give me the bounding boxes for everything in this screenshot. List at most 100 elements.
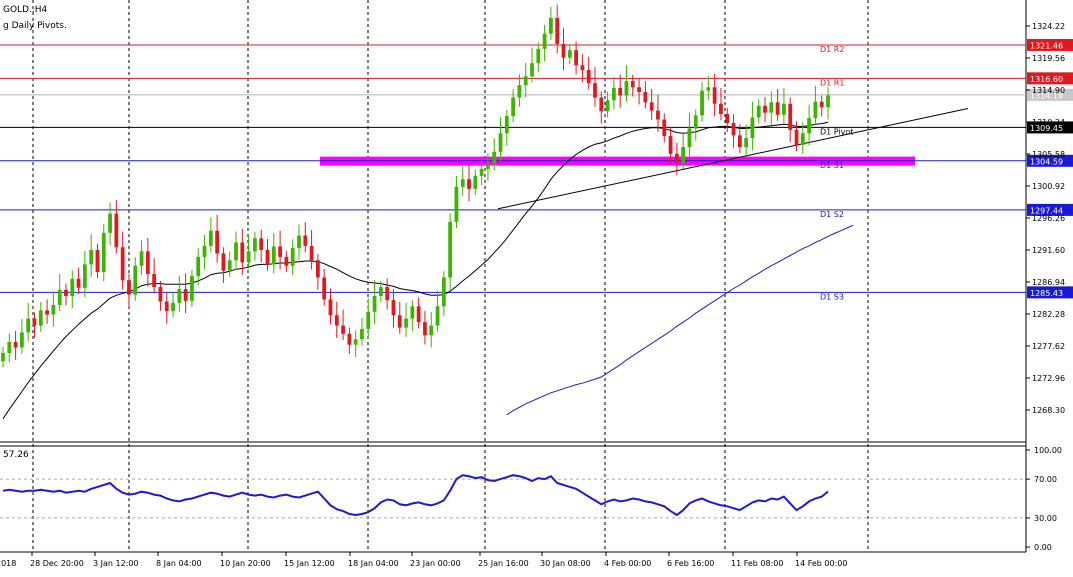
ma-long-line — [506, 224, 854, 416]
price-tick-label: 1282.28 — [1032, 310, 1065, 319]
trendline[interactable] — [497, 108, 969, 210]
candles — [1, 4, 830, 368]
pivot-levels: D1 R2 1321.46 D1 R1 1316.60 D1 Pivot 1309.45 D… — [0, 38, 1073, 301]
candle-body — [133, 265, 138, 295]
candle-body — [416, 306, 421, 323]
candle-body — [693, 115, 698, 129]
candle-body — [114, 213, 119, 248]
rsi-tick-label: 0.00 — [1034, 543, 1052, 552]
candle-body — [567, 50, 572, 58]
price-tick-label: 1296.26 — [1032, 214, 1065, 223]
candle-body — [196, 256, 201, 277]
pivot-price-tag — [1027, 154, 1073, 167]
time-tick-label: 10 Jan 20:00 — [220, 559, 271, 568]
rsi-tick-label: 30.00 — [1034, 514, 1057, 523]
candle-body — [460, 179, 465, 187]
candle-body — [561, 43, 566, 58]
candle-body — [782, 103, 786, 115]
candle-body — [486, 164, 490, 169]
candle-body — [511, 97, 516, 117]
rsi-tick-label: 70.00 — [1034, 475, 1057, 484]
candle-body — [76, 278, 81, 288]
price-axis: 1324.22 1319.56 1314.90 1310.24 1305.58 1300.… — [1026, 22, 1065, 552]
candle-body — [391, 300, 396, 316]
trendline-line[interactable] — [497, 108, 969, 210]
candle-body — [523, 76, 528, 86]
time-tick-label: 4 Feb 00:00 — [604, 559, 651, 568]
candle-body — [637, 87, 641, 93]
candle-body — [618, 87, 623, 96]
pivot-price-tag — [1027, 121, 1073, 134]
candle-body — [756, 105, 761, 118]
symbol-label: GOLD.,H4 — [3, 5, 47, 15]
candle-body — [504, 116, 509, 134]
candle-body — [13, 342, 18, 348]
candle-body — [26, 318, 31, 333]
price-tick-label: 1291.60 — [1032, 246, 1065, 255]
candle-body — [101, 232, 106, 272]
candle-body — [360, 328, 364, 340]
candle-body — [32, 318, 37, 326]
candle-body — [215, 230, 220, 254]
candle-body — [706, 87, 711, 91]
pivot-price-tag — [1027, 203, 1073, 216]
candle-body — [347, 333, 352, 345]
candle-body — [177, 289, 182, 303]
candle-body — [744, 138, 749, 147]
candle-body — [448, 221, 453, 278]
candle-body — [246, 251, 251, 263]
pivot-price-label: 1321.46 — [1030, 41, 1063, 50]
candle-body — [737, 135, 742, 147]
indicator-label: g Daily Pivots. — [3, 21, 67, 31]
pivot-price-label: 1309.45 — [1030, 124, 1063, 133]
candle-body — [315, 260, 320, 278]
candle-body — [410, 306, 415, 319]
candle-body — [385, 287, 390, 301]
candle-body — [183, 289, 188, 301]
candle-body — [611, 87, 616, 101]
price-tick-label: 1310.24 — [1032, 118, 1065, 127]
time-tick-label: 11 Feb 08:00 — [731, 559, 783, 568]
time-tick-label: 2018 — [0, 559, 16, 568]
candle-body — [397, 315, 402, 328]
candle-body — [265, 250, 270, 265]
candle-body — [423, 322, 427, 336]
candle-body — [536, 48, 541, 64]
candle-body — [624, 81, 629, 96]
pivot-name-label: D1 S2 — [820, 210, 844, 219]
candle-body — [599, 97, 604, 112]
candle-body — [95, 250, 100, 272]
candle-body — [668, 136, 673, 154]
candle-body — [681, 146, 686, 163]
candle-body — [549, 17, 553, 34]
candle-body — [45, 310, 49, 315]
candle-body — [297, 235, 301, 248]
candle-body — [164, 301, 169, 312]
candle-body — [334, 315, 339, 326]
candle-body — [441, 277, 446, 307]
pivot-name-label: D1 S3 — [820, 292, 844, 301]
price-tick-label: 1277.62 — [1032, 342, 1065, 351]
candle-body — [813, 101, 818, 119]
candle-body — [108, 213, 112, 233]
candle-body — [492, 151, 497, 165]
rsi-value-label: 57.26 — [3, 450, 29, 460]
price-tick-label: 1319.56 — [1032, 54, 1065, 63]
chart-frame — [0, 0, 1027, 553]
candle-body — [819, 101, 824, 108]
candle-body — [139, 251, 144, 266]
ma-short-line — [2, 121, 829, 420]
candle-body — [290, 247, 295, 266]
candle-body — [341, 325, 345, 334]
candle-body — [763, 105, 767, 113]
candle-body — [1, 353, 5, 362]
candle-body — [593, 83, 597, 98]
rsi-line — [2, 474, 829, 517]
candle-body — [719, 103, 723, 115]
candle-body — [271, 246, 276, 265]
candle-body — [89, 250, 94, 265]
candle-body — [435, 306, 440, 326]
candle-body — [152, 274, 157, 288]
candle-body — [353, 339, 358, 345]
